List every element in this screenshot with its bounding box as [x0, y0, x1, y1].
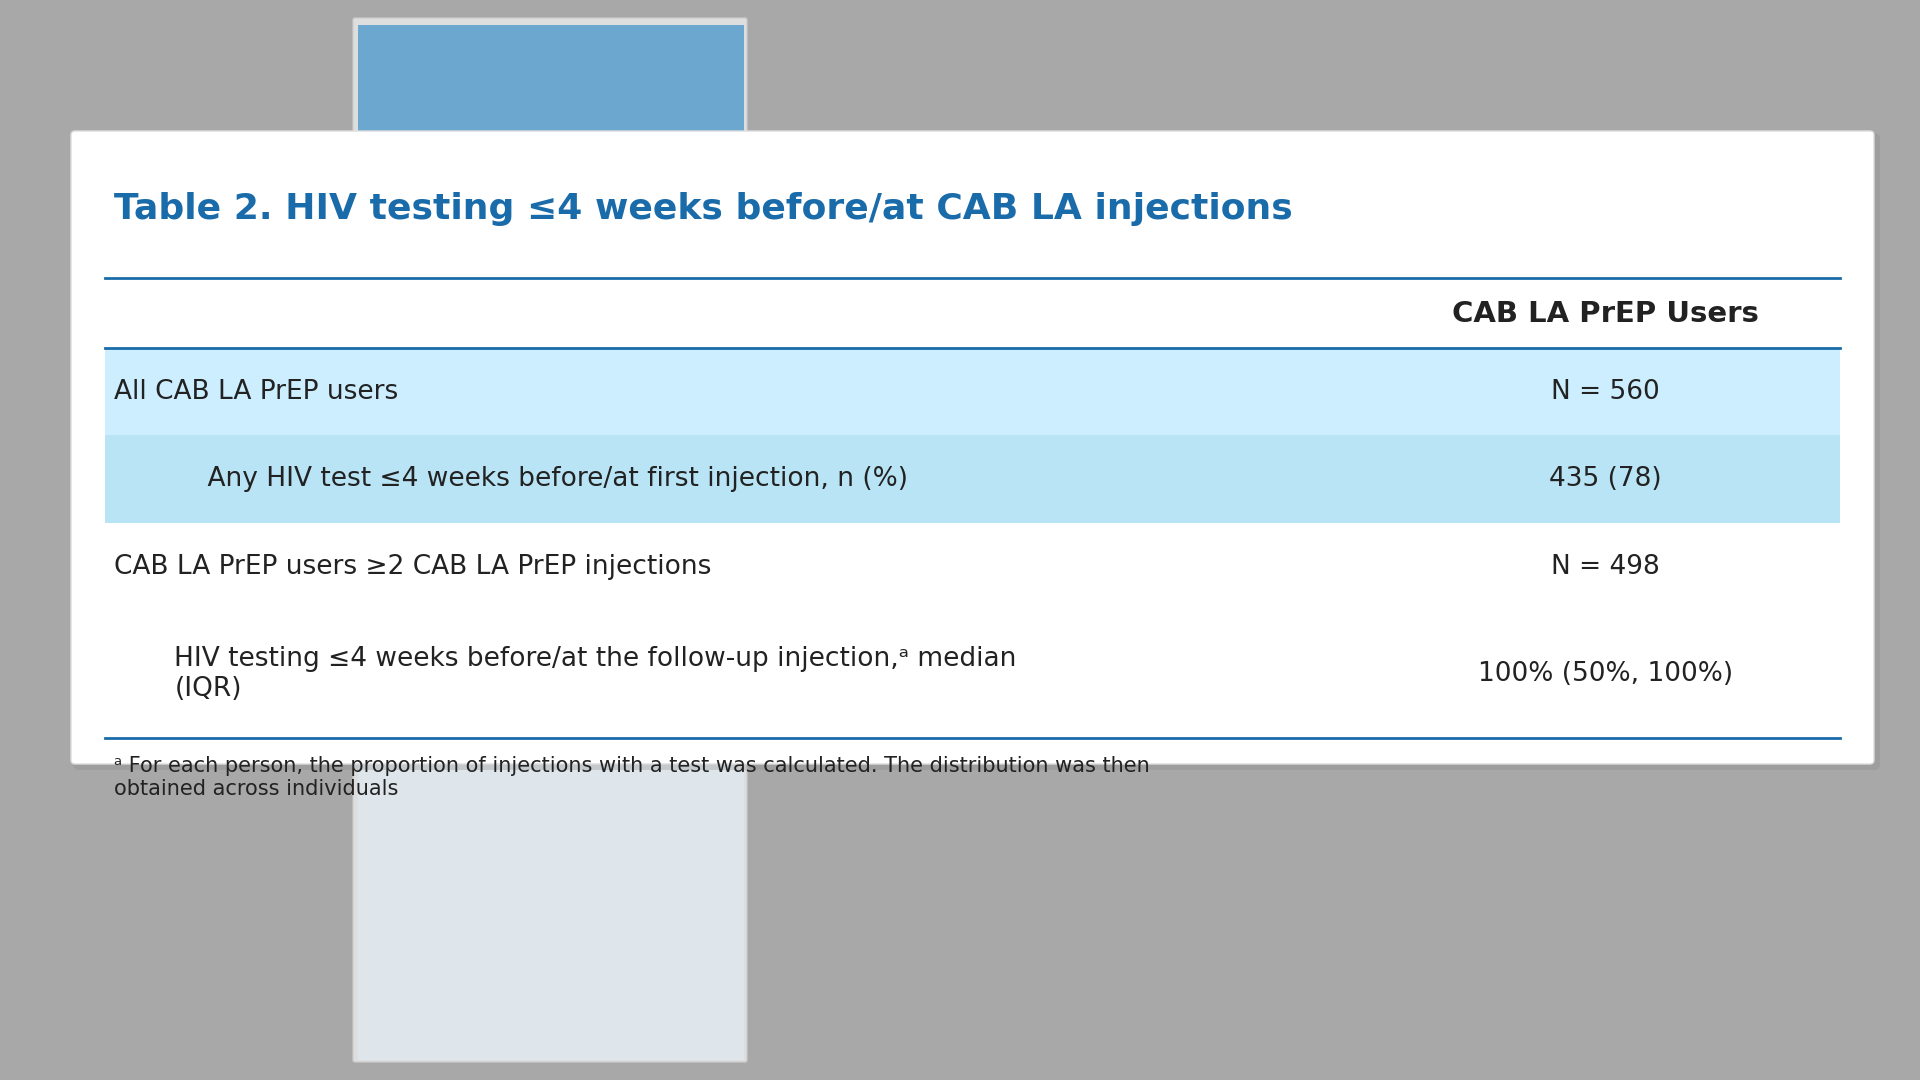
Text: 100% (50%, 100%): 100% (50%, 100%)	[1478, 661, 1734, 687]
Text: HIV testing ≤4 weeks before/at the follow-up injection,ᵃ median
(IQR): HIV testing ≤4 weeks before/at the follo…	[175, 646, 1018, 702]
Text: 435 (78): 435 (78)	[1549, 467, 1663, 492]
Text: N = 560: N = 560	[1551, 378, 1661, 405]
FancyBboxPatch shape	[71, 131, 1874, 764]
Bar	[106, 348, 1839, 435]
Text: CAB LA PrEP Users: CAB LA PrEP Users	[1452, 300, 1759, 328]
Text: All CAB LA PrEP users: All CAB LA PrEP users	[113, 378, 397, 405]
Text: Any HIV test ≤4 weeks before/at first injection, n (%): Any HIV test ≤4 weeks before/at first in…	[175, 467, 908, 492]
FancyBboxPatch shape	[73, 133, 1880, 770]
Text: ᵃ For each person, the proportion of injections with a test was calculated. The : ᵃ For each person, the proportion of inj…	[113, 756, 1150, 799]
Bar	[106, 435, 1839, 523]
Bar	[357, 220, 745, 600]
Bar	[357, 25, 745, 220]
Text: Table 2. HIV testing ≤4 weeks before/at CAB LA injections: Table 2. HIV testing ≤4 weeks before/at …	[113, 191, 1292, 226]
Text: CAB LA PrEP users ≥2 CAB LA PrEP injections: CAB LA PrEP users ≥2 CAB LA PrEP injecti…	[113, 554, 710, 580]
Text: N = 498: N = 498	[1551, 554, 1661, 580]
FancyBboxPatch shape	[353, 18, 747, 1062]
Bar	[357, 600, 745, 1059]
